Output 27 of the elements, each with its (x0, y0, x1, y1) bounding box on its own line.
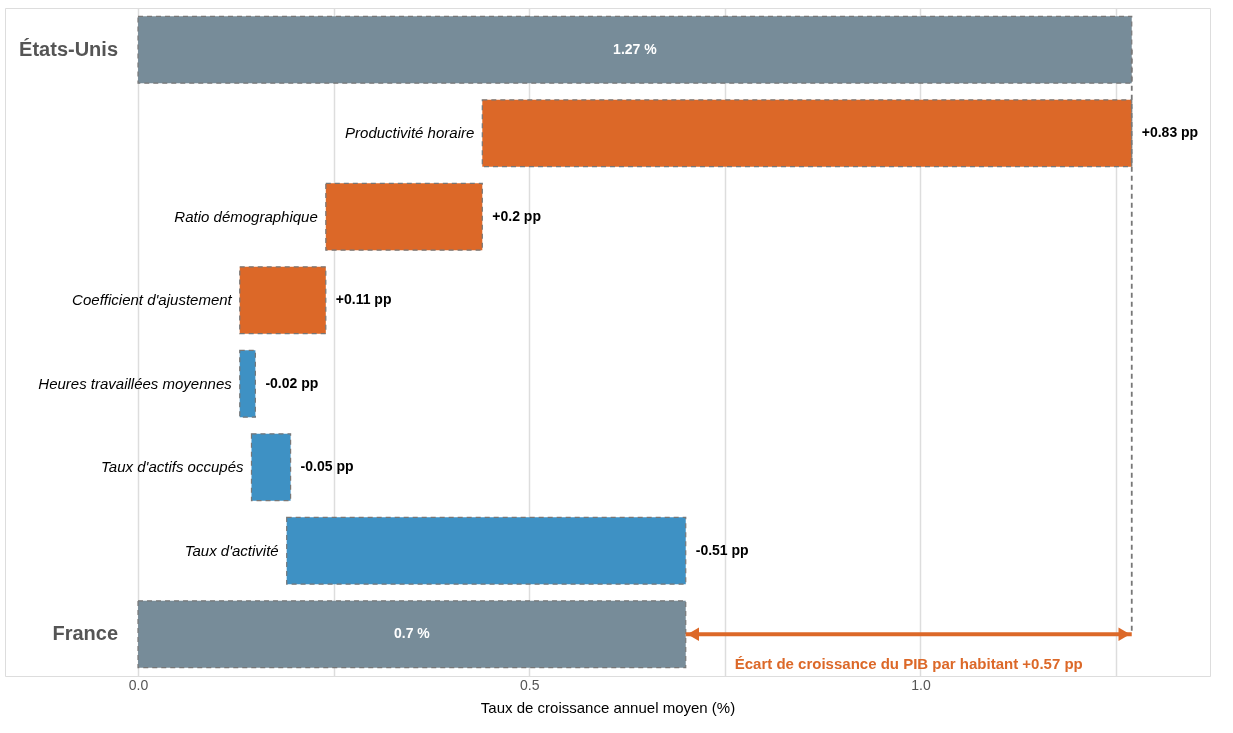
annotation: Écart de croissance du PIB par habitant +0.57 pp (734, 655, 1083, 673)
data-label: -0.51 pp (695, 541, 749, 558)
bar (250, 433, 292, 502)
data-label: -0.05 pp (300, 458, 354, 475)
y-tick-label: Taux d'actifs occupés (101, 458, 244, 476)
data-label: +0.83 pp (1141, 124, 1199, 141)
y-tick-label: États-Unis (19, 37, 119, 60)
y-tick-label: Heures travaillées moyennes (38, 374, 233, 392)
y-tick-label: France (52, 622, 119, 645)
y-tick-label: Productivité horaire (345, 124, 475, 142)
x-axis-title: Taux de croissance annuel moyen (%) (480, 698, 736, 716)
data-label: 0.7 % (393, 625, 431, 642)
data-label: 1.27 % (613, 40, 658, 57)
data-label: +0.2 pp (492, 207, 541, 224)
data-label: -0.02 pp (265, 374, 319, 391)
y-tick-label: Taux d'activité (184, 541, 279, 559)
bar (286, 516, 687, 585)
bar (239, 349, 256, 418)
x-tick-label: 0.5 (520, 676, 540, 693)
data-label: +0.11 pp (335, 291, 392, 308)
bar (325, 182, 483, 251)
x-tick-label: 1.0 (911, 676, 931, 693)
y-tick-label: Ratio démographique (174, 207, 318, 225)
bar (137, 600, 687, 669)
y-tick-label: Coefficient d'ajustement (72, 291, 233, 309)
x-tick-label: 0.0 (128, 676, 149, 693)
bar (239, 266, 327, 335)
